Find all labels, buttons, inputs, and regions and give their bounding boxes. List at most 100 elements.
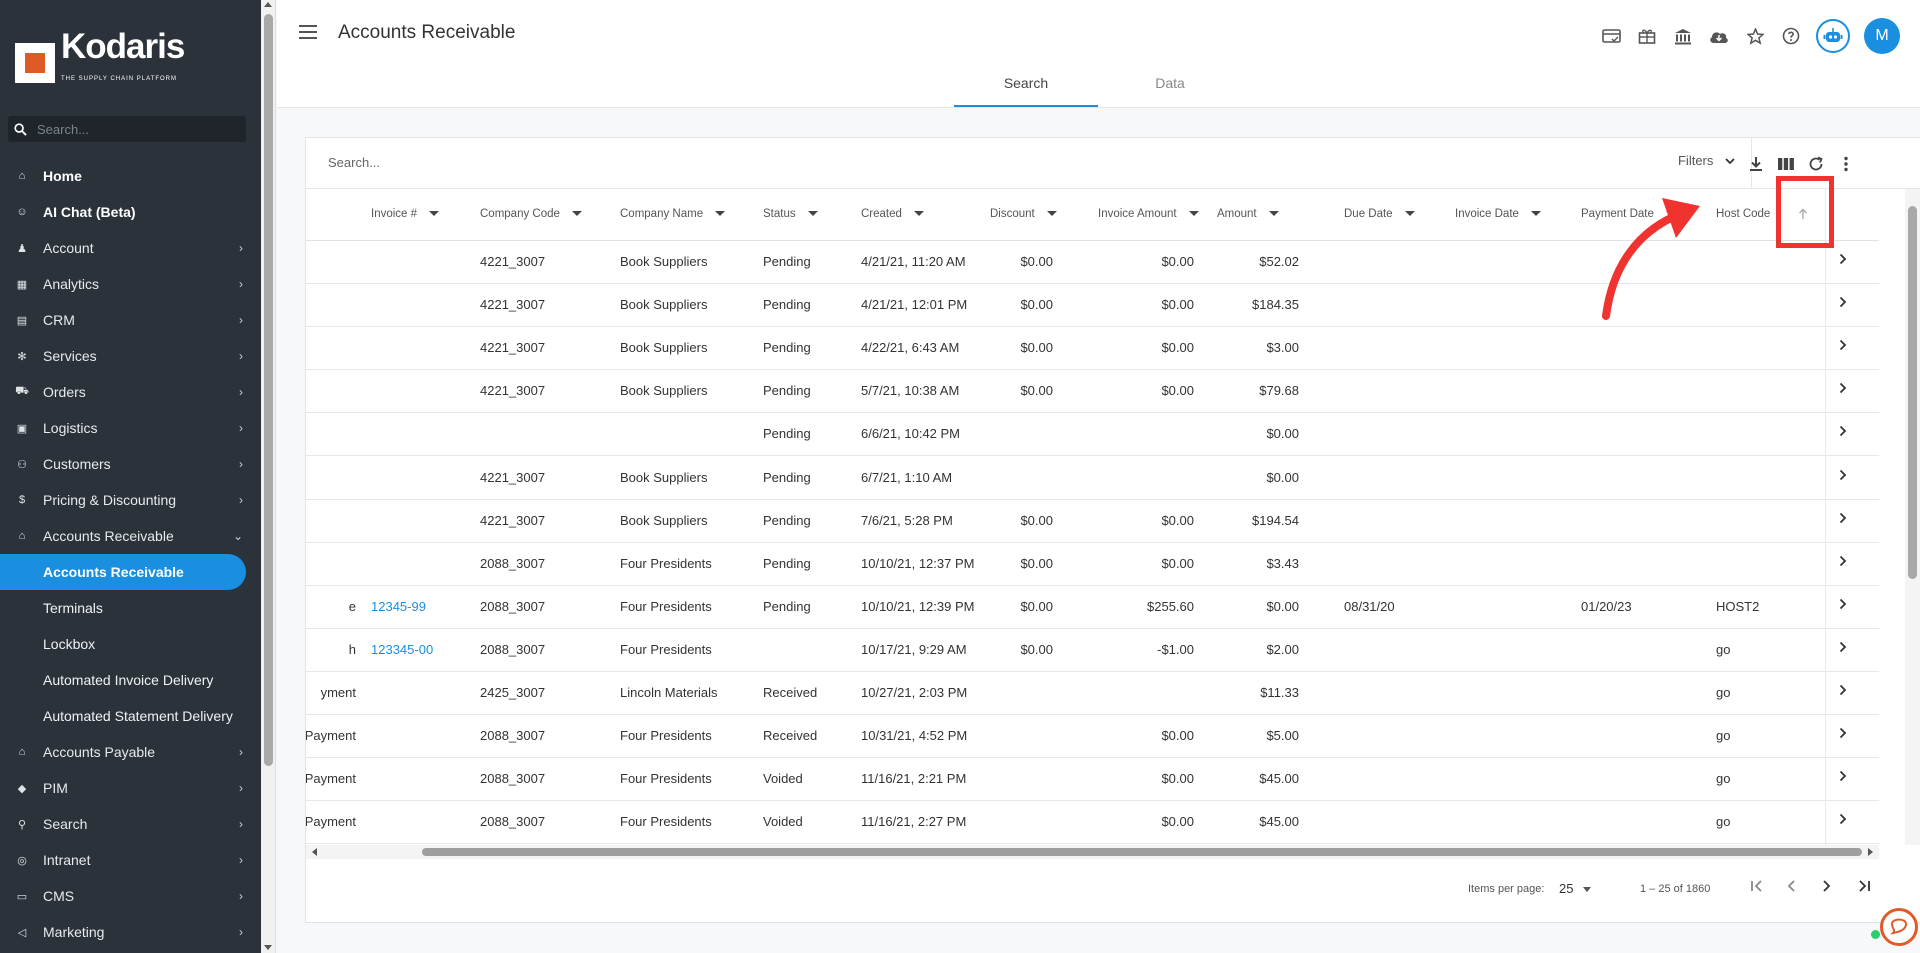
scroll-left-arrow-icon[interactable] [312, 848, 317, 856]
cell-invoice[interactable]: 123345-00 [371, 641, 434, 657]
payment-card-icon[interactable] [1600, 25, 1622, 47]
refresh-icon[interactable] [1804, 152, 1828, 176]
column-menu-caret-icon[interactable] [1268, 211, 1279, 217]
row-open-chevron-icon[interactable] [1839, 468, 1847, 484]
row-open-chevron-icon[interactable] [1839, 726, 1847, 742]
logo[interactable]: Kodaris THE SUPPLY CHAIN PLATFORM [15, 29, 185, 94]
sidebar-item-customers[interactable]: ⚇ Customers › [0, 446, 261, 482]
grid-horizontal-scrollbar[interactable] [306, 845, 1879, 859]
column-header-invoice[interactable]: Invoice # [371, 208, 440, 220]
row-open-chevron-icon[interactable] [1839, 511, 1847, 527]
sidebar-scrollbar[interactable] [261, 0, 276, 953]
sidebar-item-accounts-receivable[interactable]: ⌂ Accounts Receivable ⌄ [0, 518, 261, 554]
sidebar-item-accounts-payable[interactable]: ⌂ Accounts Payable › [0, 734, 261, 770]
column-header-created[interactable]: Created [861, 208, 924, 220]
column-header-status[interactable]: Status [763, 208, 818, 220]
sidebar-search-input[interactable]: Search... [8, 116, 246, 142]
sidebar-item-pim[interactable]: ◆ PIM › [0, 770, 261, 806]
sidebar-item-search[interactable]: ⚲ Search › [0, 806, 261, 842]
column-header-discount[interactable]: Discount [990, 208, 1057, 220]
star-icon[interactable] [1744, 25, 1766, 47]
row-open-chevron-icon[interactable] [1839, 640, 1847, 656]
sidebar-subitem-terminals[interactable]: Terminals [43, 600, 103, 616]
sidebar-item-cms[interactable]: ▭ CMS › [0, 878, 261, 914]
column-header-invoice-date[interactable]: Invoice Date [1455, 208, 1541, 220]
column-menu-caret-icon[interactable] [715, 211, 726, 217]
sidebar-item-ai-chat-beta[interactable]: ☺ AI Chat (Beta) [0, 194, 261, 230]
column-header-due-date[interactable]: Due Date [1344, 208, 1415, 220]
column-menu-caret-icon[interactable] [1530, 211, 1541, 217]
scroll-right-arrow-icon[interactable] [1868, 848, 1873, 856]
grid-search-input[interactable]: Search... [328, 155, 381, 170]
column-menu-caret-icon[interactable] [1188, 211, 1199, 217]
table-row[interactable]: yment 2425_3007 Lincoln Materials Received 1… [306, 672, 1879, 715]
row-open-chevron-icon[interactable] [1839, 769, 1847, 785]
ai-assistant-robot-icon[interactable] [1816, 19, 1850, 53]
gift-icon[interactable] [1636, 25, 1658, 47]
column-menu-caret-icon[interactable] [1404, 211, 1415, 217]
column-menu-caret-icon[interactable] [571, 211, 582, 217]
table-row[interactable]: h 123345-00 2088_3007 Four Presidents 10/17/… [306, 629, 1879, 672]
help-icon[interactable] [1780, 25, 1802, 47]
table-row[interactable]: Payment 2088_3007 Four Presidents Received 1… [306, 715, 1879, 759]
row-open-chevron-icon[interactable] [1839, 424, 1847, 440]
items-per-page-select[interactable]: 25 [1559, 881, 1592, 896]
row-open-chevron-icon[interactable] [1839, 295, 1847, 311]
column-menu-caret-icon[interactable] [1046, 211, 1057, 217]
column-header-company-name[interactable]: Company Name [620, 208, 726, 220]
more-vert-icon[interactable] [1834, 152, 1858, 176]
sidebar-subitem-accounts-receivable[interactable]: Accounts Receivable [0, 554, 246, 590]
scroll-down-arrow-icon[interactable] [264, 945, 272, 950]
grid-vscroll-thumb[interactable] [1908, 206, 1917, 579]
column-menu-caret-icon[interactable] [807, 211, 818, 217]
table-row[interactable]: Pending 6/6/21, 10:42 PM $0.00 [306, 413, 1879, 457]
filters-button[interactable]: Filters [1678, 153, 1735, 168]
cloud-download-icon[interactable] [1708, 25, 1730, 47]
row-open-chevron-icon[interactable] [1839, 683, 1847, 699]
sidebar-item-home[interactable]: ⌂ Home [0, 158, 261, 194]
row-open-chevron-icon[interactable] [1839, 597, 1847, 613]
sidebar-subitem-automated-invoice-delivery[interactable]: Automated Invoice Delivery [43, 672, 214, 688]
download-icon[interactable] [1744, 152, 1768, 176]
column-header-amount[interactable]: Amount [1217, 208, 1279, 220]
sidebar-item-orders[interactable]: ⛟ Orders › [0, 374, 261, 410]
row-open-chevron-icon[interactable] [1839, 252, 1847, 268]
user-avatar[interactable]: M [1864, 18, 1900, 54]
column-menu-caret-icon[interactable] [429, 211, 440, 217]
sidebar-item-pricing-discounting[interactable]: $ Pricing & Discounting › [0, 482, 261, 518]
column-menu-caret-icon[interactable] [913, 211, 924, 217]
table-row[interactable]: 2088_3007 Four Presidents Pending 10/10/21,… [306, 543, 1879, 586]
sidebar-subitem-automated-statement-delivery[interactable]: Automated Statement Delivery [43, 708, 233, 724]
sort-ascending-arrow-icon[interactable] [1770, 208, 1808, 220]
table-row[interactable]: 4221_3007 Book Suppliers Pending 4/21/21, 1… [306, 284, 1879, 328]
sidebar-item-crm[interactable]: ▤ CRM › [0, 302, 261, 338]
row-open-chevron-icon[interactable] [1839, 812, 1847, 828]
cell-invoice[interactable]: 12345-99 [371, 598, 426, 614]
column-header-company-code[interactable]: Company Code [480, 208, 582, 220]
sidebar-item-logistics[interactable]: ▣ Logistics › [0, 410, 261, 446]
grid-hscroll-thumb[interactable] [422, 848, 1862, 856]
last-page-icon[interactable] [1857, 877, 1871, 898]
sidebar-scroll-thumb[interactable] [264, 14, 273, 766]
first-page-icon[interactable] [1750, 877, 1764, 898]
sidebar-item-marketing[interactable]: ◁ Marketing › [0, 914, 261, 950]
row-open-chevron-icon[interactable] [1839, 381, 1847, 397]
sidebar-item-services[interactable]: ✻ Services › [0, 338, 261, 374]
bank-icon[interactable] [1672, 25, 1694, 47]
row-open-chevron-icon[interactable] [1839, 338, 1847, 354]
table-row[interactable]: Payment 2088_3007 Four Presidents Voided 11/… [306, 801, 1879, 845]
sidebar-item-intranet[interactable]: ◎ Intranet › [0, 842, 261, 878]
column-header-invoice-amount[interactable]: Invoice Amount [1098, 208, 1199, 220]
table-row[interactable]: e 12345-99 2088_3007 Four Presidents Pending… [306, 586, 1879, 629]
grid-vertical-scrollbar[interactable] [1905, 189, 1920, 845]
tab-search[interactable]: Search [954, 70, 1098, 107]
previous-page-icon[interactable] [1786, 877, 1796, 898]
columns-icon[interactable] [1774, 152, 1798, 176]
row-open-chevron-icon[interactable] [1839, 554, 1847, 570]
sidebar-subitem-lockbox[interactable]: Lockbox [43, 636, 96, 652]
table-row[interactable]: 4221_3007 Book Suppliers Pending 7/6/21, 5:… [306, 500, 1879, 543]
table-row[interactable]: 4221_3007 Book Suppliers Pending 4/21/21, 1… [306, 241, 1879, 284]
table-row[interactable]: 4221_3007 Book Suppliers Pending 4/22/21, 6… [306, 327, 1879, 371]
scroll-up-arrow-icon[interactable] [264, 2, 272, 7]
chat-support-icon[interactable] [1880, 908, 1918, 946]
